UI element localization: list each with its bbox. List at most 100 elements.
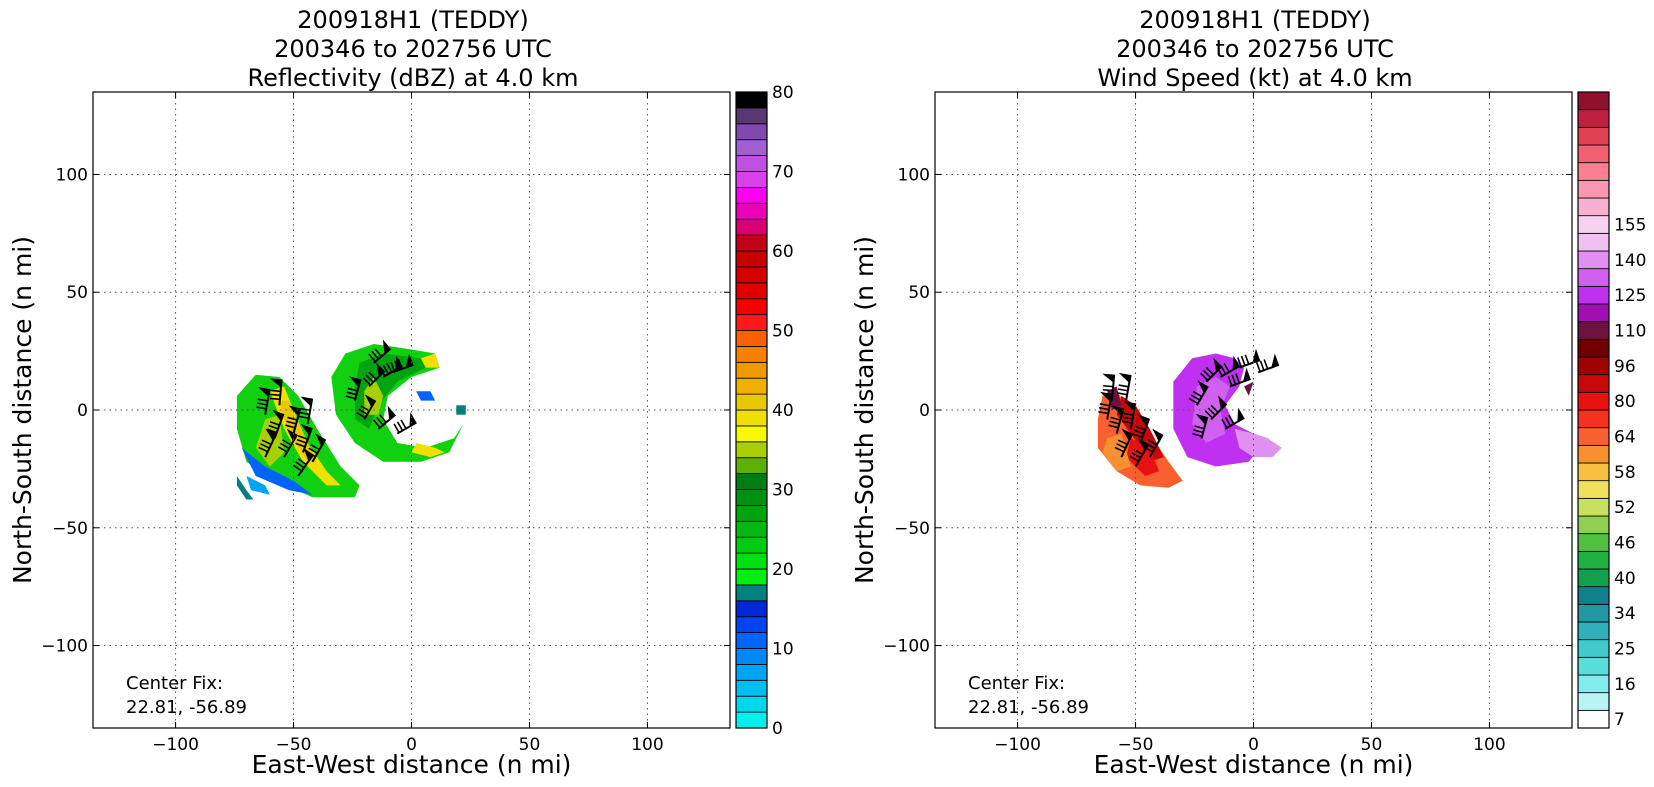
barb-feather bbox=[1147, 439, 1158, 446]
barb-staff bbox=[1148, 434, 1164, 458]
colorbar-segment bbox=[735, 202, 768, 220]
barb-feather bbox=[372, 419, 381, 429]
x-tick-label: 0 bbox=[1248, 735, 1259, 755]
barb-flag bbox=[1137, 414, 1150, 427]
barb-flag bbox=[315, 433, 326, 447]
barb-feather bbox=[1190, 394, 1201, 401]
colorbar-segment bbox=[1577, 586, 1610, 605]
barb-feather bbox=[1117, 388, 1128, 392]
barb-feather bbox=[1221, 418, 1228, 429]
center-fix-line-2: 22.81, -56.89 bbox=[126, 697, 247, 718]
colorbar-segment bbox=[735, 489, 768, 506]
colorbar-tick-label: 60 bbox=[772, 242, 794, 262]
barb-feather bbox=[1210, 404, 1219, 413]
barb-feather bbox=[280, 442, 290, 450]
colorbar-segment bbox=[1577, 215, 1610, 234]
echo-small-blue bbox=[416, 391, 436, 401]
barb-flag bbox=[300, 423, 312, 436]
colorbar-segment bbox=[735, 171, 768, 188]
wind-barb bbox=[1102, 373, 1116, 401]
barb-feather bbox=[1235, 373, 1241, 384]
wind-barb bbox=[390, 353, 414, 374]
title-line-1: 200918H1 (TEDDY) bbox=[297, 6, 528, 34]
barb-flag bbox=[405, 353, 414, 368]
barb-feather bbox=[295, 442, 306, 448]
x-tick-label: −50 bbox=[276, 735, 312, 755]
wind-barb bbox=[1114, 428, 1134, 458]
colorbar-tick-label: 64 bbox=[1614, 428, 1636, 448]
barb-feather bbox=[295, 461, 305, 469]
barb-flag bbox=[409, 412, 417, 427]
echo-fringe bbox=[246, 476, 270, 495]
barb-feather bbox=[1228, 414, 1235, 425]
title-line-2: 200346 to 202756 UTC bbox=[1116, 35, 1394, 63]
plot-frame bbox=[934, 91, 1573, 729]
y-tick-label: −50 bbox=[52, 519, 88, 539]
barb-feather bbox=[285, 424, 296, 429]
barb-flag bbox=[303, 447, 314, 462]
wind-barb bbox=[372, 405, 396, 430]
colorbar-segment bbox=[735, 441, 768, 459]
colorbar-segment bbox=[735, 282, 768, 300]
barb-feather bbox=[1132, 433, 1143, 439]
x-axis-label: East-West distance (n mi) bbox=[252, 750, 572, 779]
barb-feather bbox=[1240, 355, 1246, 366]
wind-barb bbox=[256, 387, 271, 415]
barb-feather bbox=[299, 411, 310, 416]
colorbar-segment bbox=[1577, 480, 1610, 499]
barb-flag bbox=[1197, 380, 1208, 394]
barb-flag bbox=[288, 405, 301, 417]
wind-band-east-dark bbox=[1244, 381, 1254, 396]
colorbar-segment bbox=[735, 568, 768, 586]
barb-feather bbox=[1202, 369, 1212, 379]
barb-staff bbox=[306, 398, 314, 425]
barb-feather bbox=[269, 420, 280, 426]
barb-feather bbox=[390, 361, 396, 372]
barb-flag bbox=[1111, 405, 1124, 417]
colorbar-segment bbox=[735, 711, 768, 729]
colorbar-segment bbox=[735, 409, 768, 427]
colorbar-segment bbox=[735, 425, 768, 443]
colorbar-tick-label: 80 bbox=[1614, 392, 1636, 412]
colorbar-frame bbox=[1577, 91, 1610, 729]
barb-feather bbox=[286, 420, 297, 425]
barb-flag bbox=[1102, 373, 1115, 383]
barb-feather bbox=[269, 397, 280, 401]
echo-arc-south-tip bbox=[411, 443, 445, 458]
colorbar-segment bbox=[735, 377, 768, 395]
barb-flag bbox=[257, 387, 270, 397]
colorbar-segment bbox=[735, 504, 768, 522]
colorbar-segment bbox=[1577, 515, 1610, 535]
colorbar-segment bbox=[1577, 656, 1610, 676]
colorbar-segment bbox=[1577, 444, 1610, 464]
wind-barb bbox=[356, 394, 377, 420]
title-line-3: Reflectivity (dBZ) at 4.0 km bbox=[248, 64, 579, 92]
barb-flag bbox=[1237, 407, 1245, 422]
barb-feather bbox=[1188, 397, 1199, 405]
barb-feather bbox=[257, 398, 268, 402]
barb-staff bbox=[302, 427, 313, 453]
barb-flag bbox=[1118, 372, 1131, 383]
barb-feather bbox=[1108, 424, 1119, 429]
x-tick-label: 0 bbox=[406, 735, 417, 755]
barb-feather bbox=[1205, 367, 1214, 376]
colorbar-segment bbox=[1577, 144, 1610, 164]
wind-barb bbox=[1192, 413, 1209, 439]
x-tick-label: 100 bbox=[631, 735, 663, 755]
wind-barb bbox=[1204, 395, 1228, 421]
wind-barb bbox=[285, 405, 302, 434]
wind-barb bbox=[278, 428, 298, 458]
barb-staff bbox=[311, 438, 327, 463]
wind-barb bbox=[368, 339, 392, 364]
barb-feather bbox=[1110, 416, 1121, 421]
colorbar-segment bbox=[1577, 109, 1610, 128]
colorbar-segment bbox=[735, 520, 768, 538]
y-tick-label: 50 bbox=[908, 283, 930, 303]
colorbar-tick-label: 10 bbox=[772, 640, 794, 660]
colorbar-tick-label: 34 bbox=[1614, 604, 1636, 624]
colorbar-segment bbox=[735, 600, 768, 618]
echo-isolated-sw bbox=[236, 476, 254, 500]
colorbar-tick-label: 40 bbox=[1614, 569, 1636, 589]
barb-flag bbox=[300, 396, 313, 407]
barb-feather bbox=[287, 416, 298, 421]
